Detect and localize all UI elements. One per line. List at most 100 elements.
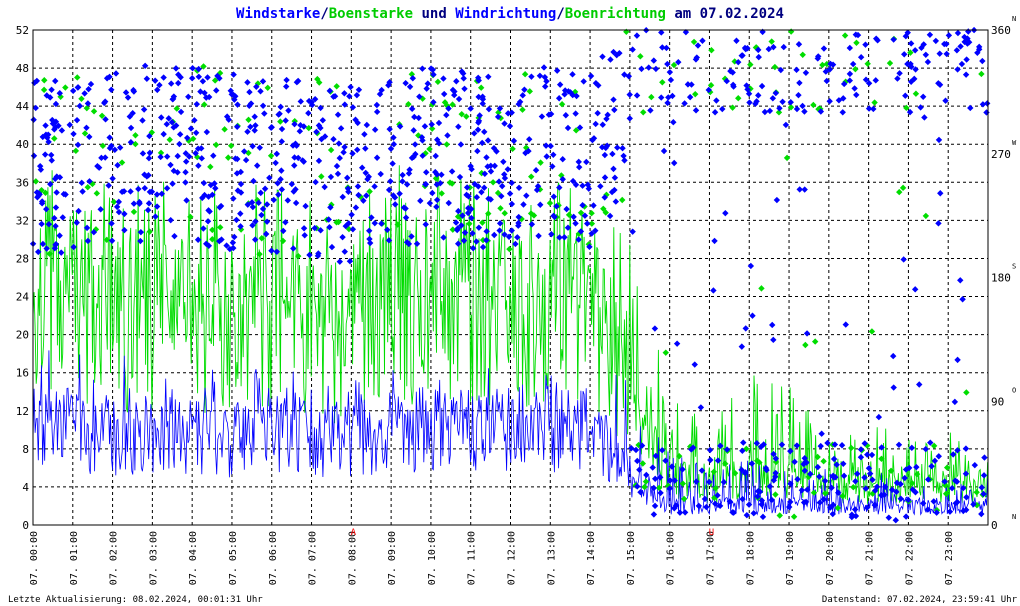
wind-direction-point — [349, 150, 356, 157]
wind-direction-point — [579, 182, 586, 189]
wind-direction-point — [778, 441, 786, 448]
wind-direction-point — [793, 105, 801, 113]
gust-direction-point — [81, 130, 89, 137]
wind-direction-point — [707, 456, 714, 464]
wind-direction-point — [97, 206, 104, 213]
wind-direction-point — [168, 80, 175, 87]
wind-direction-point — [747, 262, 755, 270]
gust-direction-point — [458, 110, 465, 118]
gust-direction-point — [820, 458, 827, 465]
wind-direction-point — [782, 121, 790, 129]
wind-direction-point — [163, 153, 171, 160]
wind-direction-point — [750, 510, 757, 517]
wind-direction-point — [772, 455, 780, 462]
wind-direction-point — [257, 88, 264, 95]
wind-direction-point — [30, 116, 37, 123]
wind-direction-point — [292, 186, 299, 193]
gust-direction-point — [103, 236, 111, 244]
wind-direction-point — [601, 174, 609, 181]
wind-direction-point — [58, 249, 65, 256]
gust-direction-point — [46, 250, 53, 257]
gust-direction-point — [318, 173, 325, 180]
wind-direction-point — [232, 93, 239, 100]
wind-direction-point — [473, 238, 480, 245]
y-right-tick-label: 0 — [991, 519, 998, 532]
wind-direction-point — [576, 124, 584, 131]
gust-direction-point — [89, 180, 96, 188]
wind-direction-point — [176, 140, 183, 148]
wind-direction-point — [532, 167, 540, 174]
wind-direction-point — [692, 107, 700, 114]
wind-direction-point — [76, 102, 84, 110]
wind-direction-point — [801, 108, 808, 115]
gust-direction-point — [588, 209, 595, 217]
wind-direction-point — [726, 498, 734, 505]
wind-direction-point — [460, 70, 467, 77]
wind-direction-point — [512, 240, 519, 248]
wind-direction-point — [481, 128, 488, 136]
wind-direction-point — [650, 484, 658, 492]
wind-direction-point — [881, 491, 888, 499]
wind-direction-point — [137, 237, 144, 245]
wind-direction-point — [743, 82, 750, 89]
wind-direction-point — [577, 228, 585, 235]
wind-direction-point — [419, 152, 426, 159]
wind-direction-point — [953, 47, 961, 54]
wind-direction-point — [87, 80, 95, 88]
wind-direction-point — [878, 444, 885, 451]
gust-direction-point — [886, 59, 894, 67]
gust-direction-point — [209, 236, 216, 243]
wind-direction-point — [831, 441, 839, 448]
wind-direction-point — [817, 442, 824, 450]
wind-direction-point — [278, 167, 285, 174]
wind-direction-point — [796, 79, 803, 87]
wind-direction-point — [160, 74, 167, 81]
wind-direction-point — [415, 114, 422, 122]
wind-direction-point — [901, 51, 908, 58]
wind-direction-point — [230, 195, 237, 202]
wind-direction-point — [341, 248, 348, 255]
wind-direction-point — [925, 476, 932, 483]
wind-direction-point — [927, 439, 934, 446]
wind-direction-point — [339, 233, 346, 241]
x-tick-label: 07. 03:00 — [148, 531, 159, 585]
x-tick-label: 07. 08:00 — [347, 531, 358, 585]
wind-direction-point — [53, 173, 61, 180]
wind-direction-point — [302, 202, 309, 210]
wind-direction-point — [43, 205, 50, 213]
wind-direction-point — [611, 106, 618, 114]
wind-direction-point — [875, 413, 883, 421]
wind-direction-point — [647, 107, 654, 114]
wind-direction-point — [739, 447, 746, 454]
wind-direction-point — [760, 441, 767, 448]
wind-direction-point — [213, 87, 220, 94]
wind-direction-point — [857, 454, 865, 461]
wind-direction-point — [559, 176, 566, 183]
wind-direction-point — [621, 71, 628, 78]
wind-direction-point — [440, 234, 447, 241]
wind-direction-point — [48, 157, 55, 164]
wind-direction-point — [389, 160, 396, 167]
wind-direction-point — [669, 92, 676, 100]
wind-direction-point — [33, 77, 41, 85]
wind-direction-point — [890, 352, 897, 360]
wind-direction-point — [233, 123, 241, 130]
x-tick-label: 07. 17:00 — [705, 531, 716, 585]
wind-direction-point — [496, 105, 504, 112]
wind-direction-point — [758, 501, 765, 508]
wind-direction-point — [261, 185, 269, 192]
wind-direction-point — [804, 486, 811, 493]
wind-direction-point — [755, 53, 762, 61]
gust-direction-point — [973, 501, 981, 509]
wind-direction-point — [738, 52, 745, 59]
wind-direction-point — [971, 461, 979, 469]
gust-direction-point — [479, 236, 487, 244]
wind-direction-point — [890, 384, 897, 391]
x-tick-label: 07. 06:00 — [268, 531, 279, 585]
wind-direction-point — [146, 149, 154, 157]
wind-direction-point — [33, 189, 41, 196]
wind-direction-point — [626, 91, 633, 98]
gust-direction-point — [38, 186, 45, 194]
gust-direction-point — [448, 180, 456, 187]
gust-direction-point — [659, 79, 666, 86]
